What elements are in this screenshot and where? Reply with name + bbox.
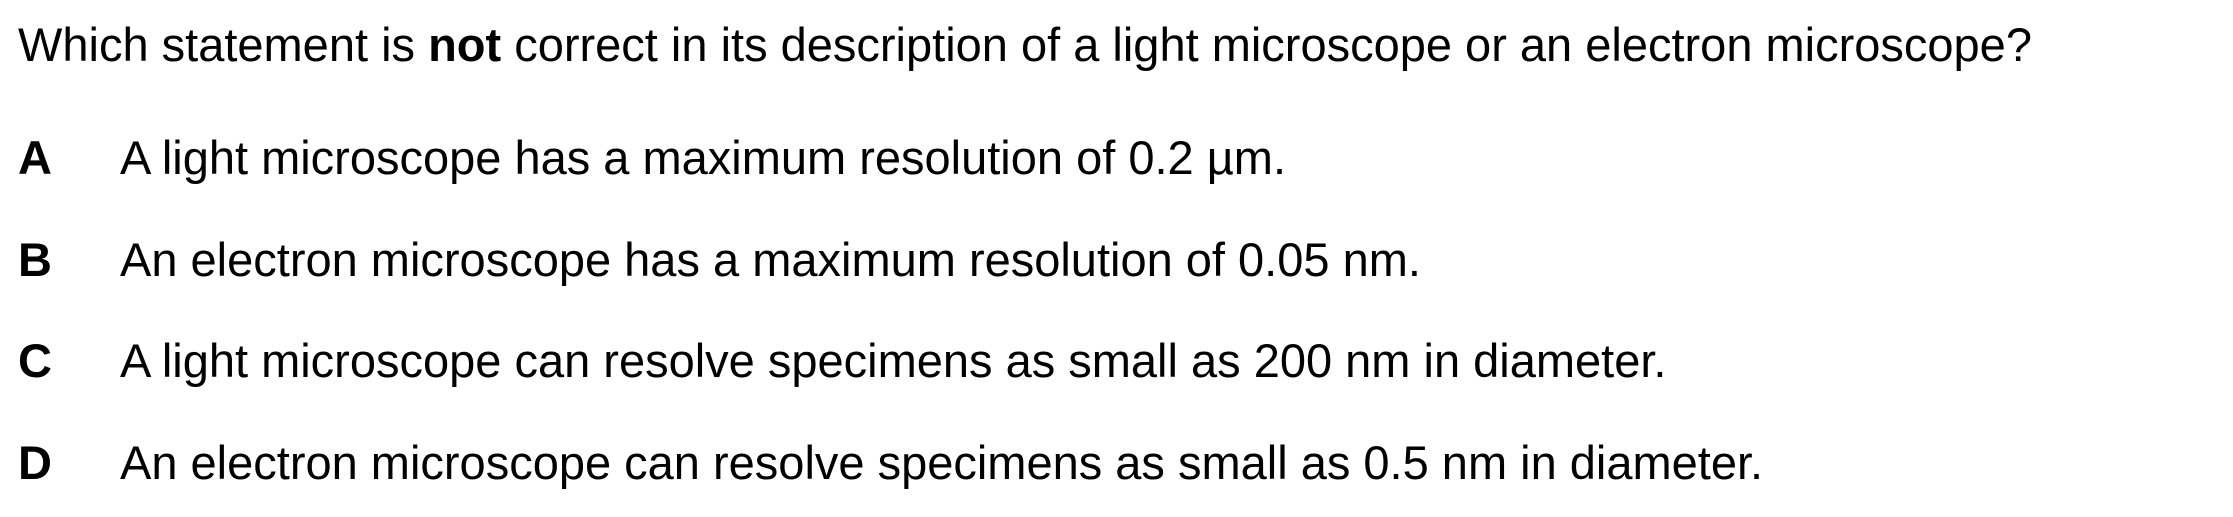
question-emphasis: not [428,18,502,71]
option-text: A light microscope has a maximum resolut… [120,131,1287,184]
option-text: An electron microscope has a maximum res… [120,233,1421,286]
option-letter: D [18,436,52,489]
option-text: An electron microscope can resolve speci… [120,436,1764,489]
question-tail: correct in its description of a light mi… [501,18,2032,71]
option-letter: C [18,334,52,387]
option-letter: B [18,233,52,286]
question-text: Which statement is not correct in its de… [18,14,2032,76]
question-lead: Which statement is [18,18,429,71]
option-text: A light microscope can resolve specimens… [120,334,1667,387]
option-letter: A [18,131,52,184]
